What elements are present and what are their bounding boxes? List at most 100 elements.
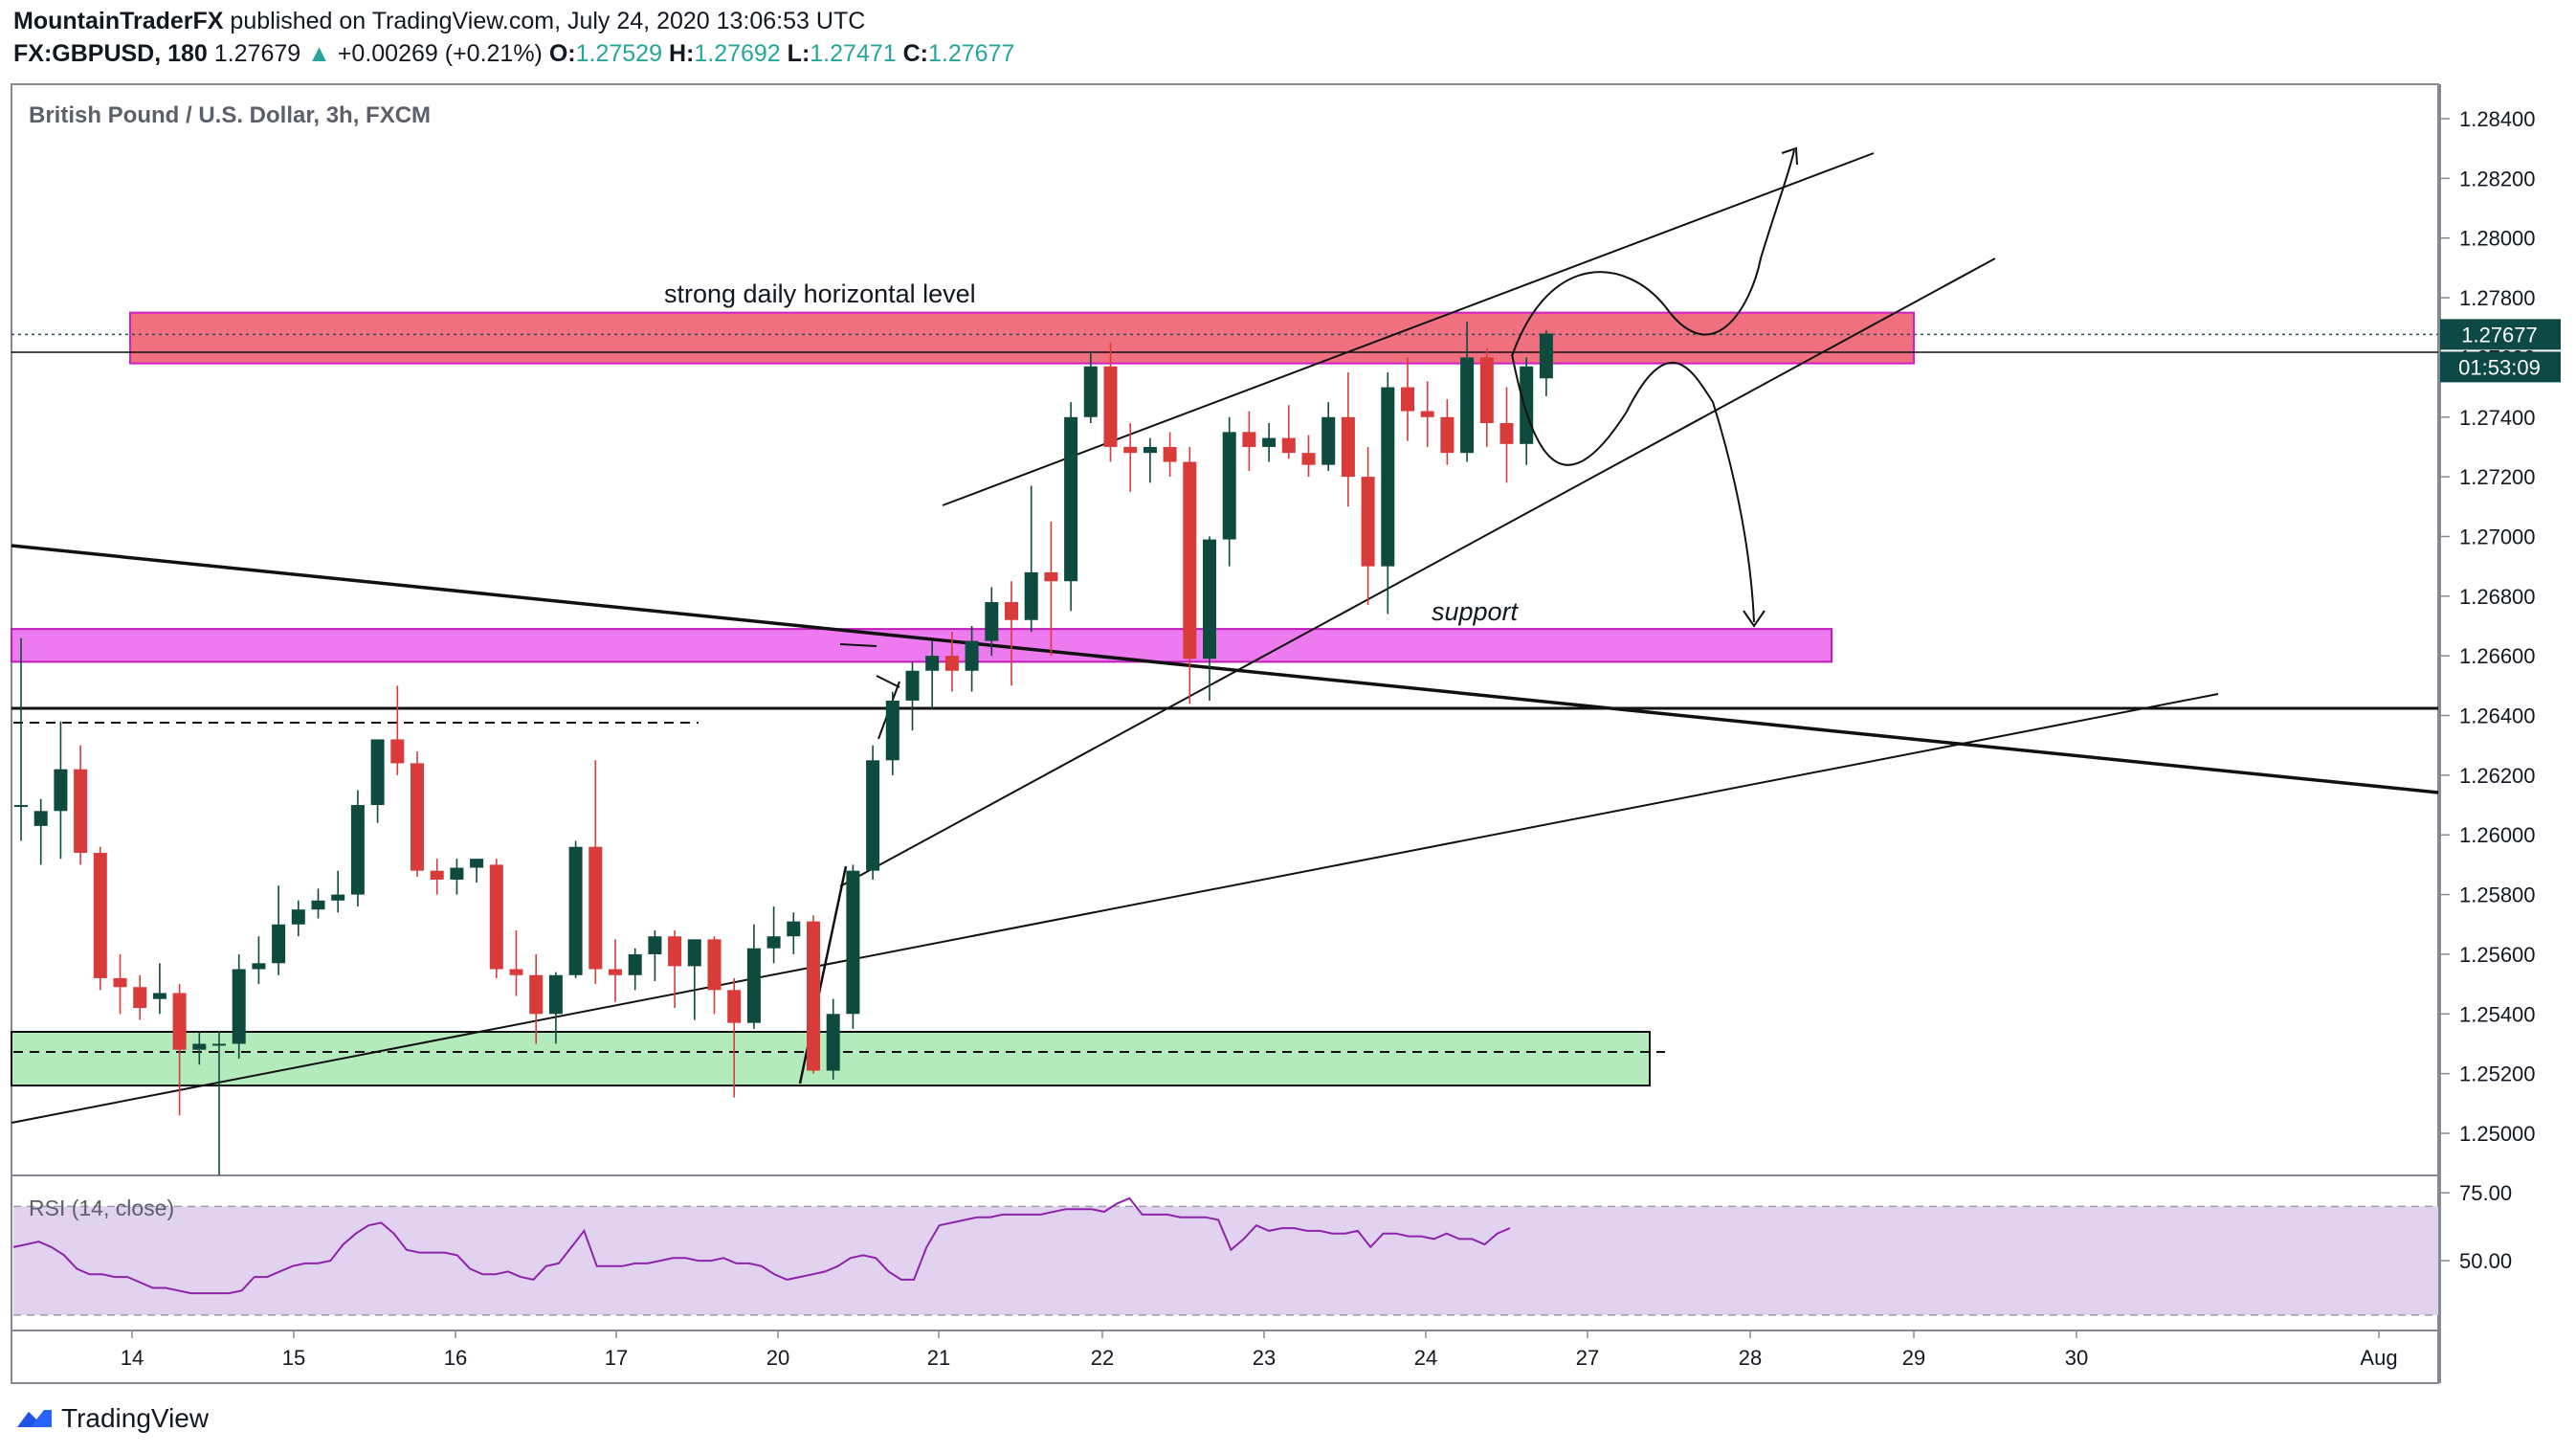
candle-body[interactable] [1044,571,1058,582]
channel-lower-line[interactable] [839,257,1996,887]
candle-body[interactable] [113,977,127,988]
candle-body[interactable] [648,936,662,954]
candle-body[interactable] [668,936,682,967]
candle-body[interactable] [411,763,424,871]
candle-body[interactable] [1222,432,1236,540]
candle-body[interactable] [1499,423,1514,444]
candle-body[interactable] [1064,416,1078,582]
candle-body[interactable] [609,969,622,975]
candle-body[interactable] [766,936,781,949]
candle-body[interactable] [1103,366,1118,447]
candle-body[interactable] [985,602,999,641]
change-arrow-icon: ▲ [307,40,331,67]
rsi-tick-label: 50.00 [2459,1249,2512,1273]
candle-body[interactable] [588,846,603,970]
candle-body[interactable] [1520,366,1534,444]
flag-top-line[interactable] [839,643,877,647]
candle-body[interactable] [687,939,701,967]
candle-body[interactable] [74,769,88,853]
candle-body[interactable] [33,811,48,826]
candle-body[interactable] [1361,477,1375,567]
candle-body[interactable] [133,987,147,1009]
candle-body[interactable] [212,1043,226,1046]
candle-body[interactable] [54,769,68,812]
candle-body[interactable] [331,894,345,901]
candle-body[interactable] [509,969,523,975]
candle-body[interactable] [944,656,959,671]
candle-body[interactable] [628,953,642,975]
tradingview-brand[interactable]: TradingView [61,1403,210,1433]
candle-body[interactable] [925,656,940,671]
candle-body[interactable] [172,993,187,1050]
candle-body[interactable] [905,670,920,701]
tradingview-logo-icon [17,1410,52,1427]
candle-body[interactable] [568,846,583,975]
candle-body[interactable] [1301,453,1316,465]
candle-body[interactable] [370,739,385,806]
candle-body[interactable] [1183,461,1197,659]
candle-body[interactable] [232,969,246,1044]
candle-body[interactable] [1083,366,1098,417]
candle-body[interactable] [846,870,860,1015]
candle-body[interactable] [548,974,563,1015]
candle-body[interactable] [1321,416,1336,465]
candle-body[interactable] [252,963,266,970]
candle-body[interactable] [1262,437,1277,447]
candle-body[interactable] [807,921,820,1071]
descending-trendline[interactable] [11,544,2439,794]
candle-body[interactable] [826,1014,840,1071]
price-axis[interactable]: 1.284001.282001.280001.278001.276001.274… [2440,107,2536,1146]
rising-trendline-long[interactable] [11,693,2219,1124]
candle-body[interactable] [272,924,286,964]
candle-body[interactable] [866,760,880,871]
candle-body[interactable] [1005,602,1018,620]
candle-body[interactable] [93,852,107,978]
author-name[interactable]: MountainTraderFX [13,8,224,34]
rsi-line[interactable] [12,1196,1511,1295]
time-tick-label: 17 [605,1346,628,1370]
bullish-projection-path[interactable] [1511,149,1795,357]
candle-body[interactable] [1460,357,1475,454]
candle-body[interactable] [1024,571,1038,620]
candle-body[interactable] [1123,446,1138,454]
candle-body[interactable] [152,993,167,999]
candle-body[interactable] [1163,446,1177,462]
candle-body[interactable] [470,859,484,868]
candle-body[interactable] [885,700,899,761]
candle-body[interactable] [1381,387,1395,567]
candle-body[interactable] [311,900,325,910]
candle-body[interactable] [450,867,464,880]
candle-body[interactable] [192,1043,207,1050]
channel-upper-line[interactable] [942,152,1875,506]
candle-body[interactable] [965,640,979,671]
candles-group[interactable] [14,322,1553,1175]
candle-body[interactable] [529,974,544,1015]
candle-body[interactable] [291,909,305,925]
candle-body[interactable] [1143,446,1157,454]
candle-body[interactable] [1420,411,1434,417]
candle-body[interactable] [727,990,742,1023]
zone-label-support: support [1432,597,1520,626]
flag-line[interactable] [876,675,900,688]
candle-body[interactable] [489,864,503,970]
candle-body[interactable] [1401,387,1414,412]
candle-body[interactable] [14,805,28,808]
bearish-projection-path[interactable] [1511,353,1755,623]
candle-body[interactable] [430,870,444,880]
candle-body[interactable] [1341,416,1355,478]
candle-body[interactable] [1539,333,1553,379]
candle-body[interactable] [1479,357,1494,423]
candle-body[interactable] [1281,437,1296,454]
candle-body[interactable] [1203,539,1216,659]
candle-body[interactable] [390,739,405,764]
candle-body[interactable] [1440,416,1455,454]
candle-body[interactable] [1242,432,1256,447]
candle-body[interactable] [787,921,801,937]
candle-body[interactable] [707,939,722,991]
candle-body[interactable] [350,805,365,895]
candle-body[interactable] [746,948,761,1023]
time-axis[interactable]: 14 15 16 17 20 21 22 23 24 27 28 29 30 Aug [121,1330,2398,1370]
support-zone[interactable] [11,628,1832,663]
resistance-zone[interactable] [129,311,1915,365]
